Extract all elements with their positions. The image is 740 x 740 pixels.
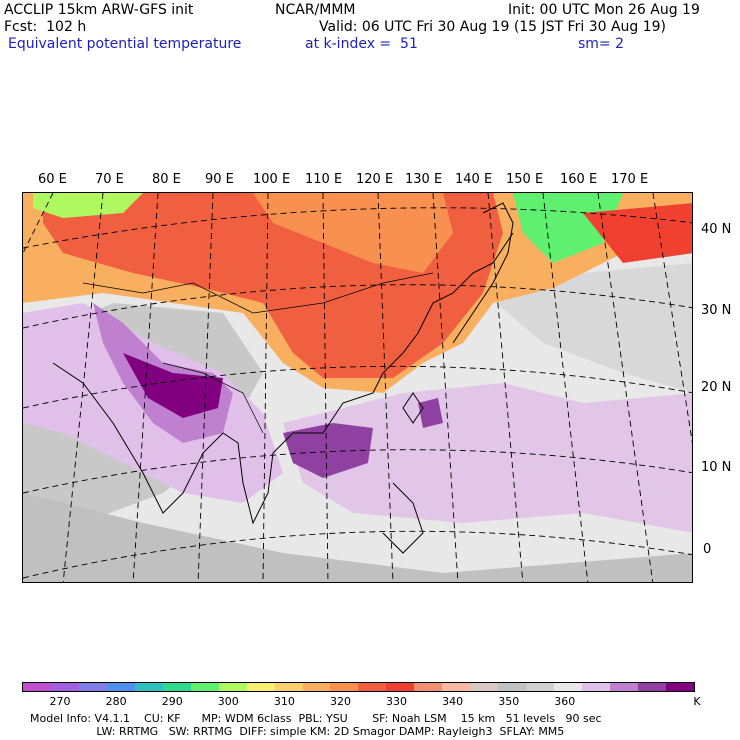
colorbar-tick-label: 290 xyxy=(161,695,183,708)
longitude-label: 160 E xyxy=(560,172,598,187)
model-info-line1: Model Info: V4.1.1 CU: KF MP: WDM 6class… xyxy=(30,712,602,725)
colorbar-tick-label: 310 xyxy=(273,695,295,708)
colorbar-tick-label: 350 xyxy=(498,695,520,708)
longitude-label: 90 E xyxy=(205,172,234,187)
country-borders xyxy=(82,272,434,434)
longitude-label: 60 E xyxy=(38,172,67,187)
colorbar-swatch xyxy=(50,683,79,691)
colorbar-swatch xyxy=(246,683,275,691)
colorbar-tick-label: 360 xyxy=(554,695,576,708)
colorbar xyxy=(22,682,695,692)
colorbar-swatch xyxy=(470,683,499,691)
coastlines xyxy=(52,202,514,554)
center-label: NCAR/MMM xyxy=(275,2,356,18)
longitude-label: 140 E xyxy=(455,172,493,187)
longitude-label: 80 E xyxy=(152,172,181,187)
colorbar-swatch xyxy=(302,683,331,691)
valid-time: Valid: 06 UTC Fri 30 Aug 19 (15 JST Fri … xyxy=(319,19,667,35)
colorbar-swatch xyxy=(554,683,583,691)
map-panel xyxy=(22,192,693,583)
colorbar-swatch xyxy=(274,683,303,691)
longitude-label: 100 E xyxy=(253,172,291,187)
longitude-label: 170 E xyxy=(611,172,649,187)
colorbar-tick-label: 320 xyxy=(329,695,351,708)
colorbar-swatch xyxy=(526,683,555,691)
colorbar-swatch xyxy=(414,683,443,691)
colorbar-tick-label: 330 xyxy=(386,695,408,708)
longitude-label: 110 E xyxy=(305,172,343,187)
colorbar-swatch xyxy=(637,683,666,691)
colorbar-swatch xyxy=(218,683,247,691)
longitude-label: 120 E xyxy=(356,172,394,187)
run-title: ACCLIP 15km ARW-GFS init xyxy=(4,2,194,18)
longitude-label: 130 E xyxy=(405,172,443,187)
colorbar-tick-label: 280 xyxy=(105,695,127,708)
field-name: Equivalent potential temperature xyxy=(8,36,242,52)
colorbar-swatch xyxy=(665,683,694,691)
level-label: at k-index = 51 xyxy=(305,36,418,52)
theta-e-typhoon-spot xyxy=(418,398,443,428)
colorbar-tick-label: 300 xyxy=(217,695,239,708)
colorbar-swatch xyxy=(106,683,135,691)
colorbar-swatch xyxy=(162,683,191,691)
longitude-label: 70 E xyxy=(95,172,124,187)
latitude-label: 0 xyxy=(703,542,712,557)
latitude-label: 20 N xyxy=(701,380,732,395)
init-time: Init: 00 UTC Mon 26 Aug 19 xyxy=(508,2,700,18)
grey-region-south xyxy=(23,493,692,582)
colorbar-swatch xyxy=(134,683,163,691)
colorbar-tick-label: 270 xyxy=(49,695,71,708)
colorbar-unit: K xyxy=(693,695,701,708)
warm-patch-pacific xyxy=(583,203,692,263)
colorbar-tick-label: 340 xyxy=(442,695,464,708)
grey-region-pacific xyxy=(473,263,692,393)
colorbar-swatch xyxy=(498,683,527,691)
colorbar-swatch xyxy=(358,683,387,691)
forecast-hour: Fcst: 102 h xyxy=(4,19,87,35)
latitude-label: 30 N xyxy=(701,303,732,318)
graticule xyxy=(23,193,692,582)
colorbar-swatch xyxy=(78,683,107,691)
theta-e-map xyxy=(23,193,692,582)
colorbar-swatch xyxy=(190,683,219,691)
max-theta-e-core xyxy=(123,353,223,418)
latitude-label: 10 N xyxy=(701,460,732,475)
model-info-line2: LW: RRTMG SW: RRTMG DIFF: simple KM: 2D … xyxy=(30,725,565,738)
colorbar-swatch xyxy=(582,683,611,691)
longitude-label: 150 E xyxy=(506,172,544,187)
moist-region-pacific xyxy=(283,383,692,533)
theta-e-south-china-sea xyxy=(283,423,373,478)
smoothing-label: sm= 2 xyxy=(578,36,625,52)
colorbar-swatch xyxy=(23,683,51,691)
colorbar-swatch xyxy=(610,683,638,691)
colorbar-swatch xyxy=(330,683,359,691)
cool-patch-west xyxy=(33,193,143,218)
colorbar-swatch xyxy=(386,683,415,691)
latitude-label: 40 N xyxy=(701,222,732,237)
warm-band-inner xyxy=(253,193,453,273)
colorbar-swatch xyxy=(442,683,471,691)
